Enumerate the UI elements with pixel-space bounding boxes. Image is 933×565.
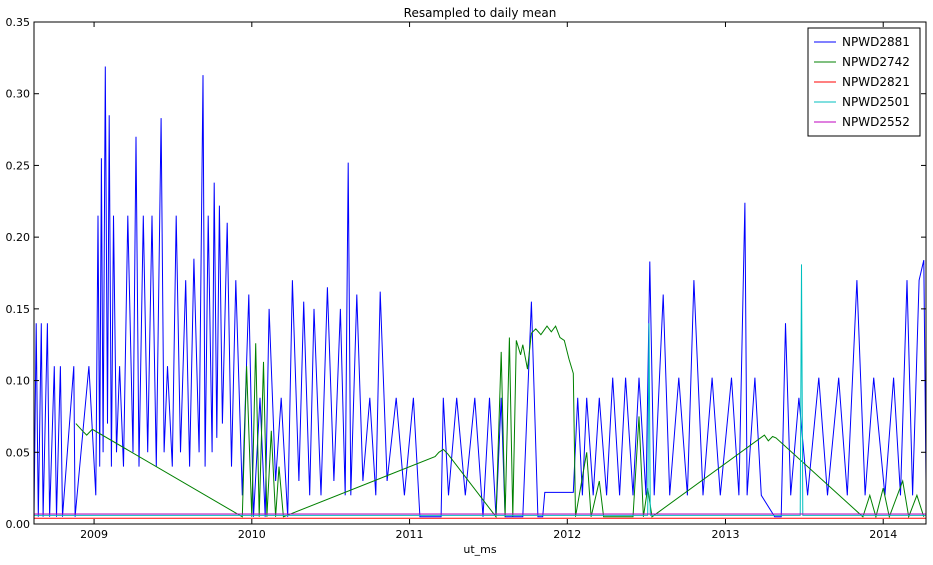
data-layer xyxy=(33,66,927,519)
y-tick-label: 0.30 xyxy=(6,88,31,101)
x-tick-label: 2012 xyxy=(553,528,581,541)
plot-frame xyxy=(33,21,927,525)
series-line-npwd2501 xyxy=(34,264,926,516)
series-line-npwd2881 xyxy=(33,66,927,518)
x-tick-label: 2014 xyxy=(869,528,897,541)
chart-title: Resampled to daily mean xyxy=(404,6,557,20)
y-tick-label: 0.10 xyxy=(6,375,31,388)
x-tick-label: 2011 xyxy=(396,528,424,541)
legend-label: NPWD2821 xyxy=(842,75,910,89)
legend-label: NPWD2501 xyxy=(842,95,910,109)
y-tick-label: 0.15 xyxy=(6,303,31,316)
x-tick-label: 2013 xyxy=(711,528,739,541)
legend-label: NPWD2552 xyxy=(842,115,910,129)
series-line-npwd2742 xyxy=(75,325,925,519)
y-tick-label: 0.35 xyxy=(6,16,31,29)
y-tick-label: 0.25 xyxy=(6,159,31,172)
x-tick-label: 2009 xyxy=(80,528,108,541)
legend-label: NPWD2881 xyxy=(842,35,910,49)
y-tick-label: 0.00 xyxy=(6,518,31,531)
x-tick-label: 2010 xyxy=(238,528,266,541)
y-tick-label: 0.05 xyxy=(6,446,31,459)
y-tick-label: 0.20 xyxy=(6,231,31,244)
x-axis-label: ut_ms xyxy=(463,543,497,556)
legend-label: NPWD2742 xyxy=(842,55,910,69)
legend: NPWD2881 NPWD2742 NPWD2821 NPWD2501 NPWD2552 xyxy=(807,27,921,137)
axis-layer: 0.00 0.05 0.10 0.15 0.20 0.25 0.30 0.35 2009 2010… xyxy=(6,16,926,541)
